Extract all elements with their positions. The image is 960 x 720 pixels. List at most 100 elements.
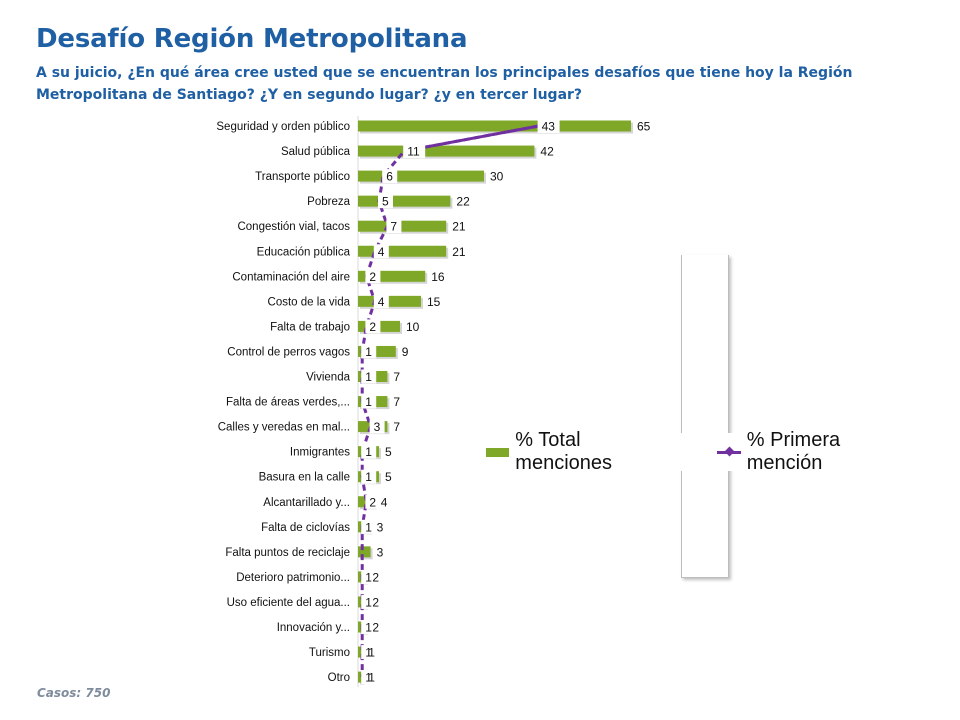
first-label-box [361, 569, 377, 584]
first-mention-label: 11 [407, 145, 420, 159]
category-label: Inmigrantes [290, 447, 350, 459]
category-label: Deterioro patrimonio... [236, 572, 350, 584]
chart-legend: % Total menciones % Primera mención [476, 429, 956, 474]
total-label: 5 [385, 445, 392, 459]
bar [358, 295, 421, 307]
total-label: 5 [385, 470, 392, 484]
total-label: 22 [456, 195, 470, 209]
category-label: Falta puntos de reciclaje [225, 547, 350, 559]
total-label: 16 [431, 270, 445, 284]
total-label: 3 [377, 520, 384, 534]
category-label: Congestión vial, tacos [237, 221, 350, 233]
first-mention-label: 43 [542, 120, 556, 134]
legend-bar-swatch [486, 447, 510, 457]
category-label: Innovación y... [277, 622, 350, 634]
first-label-box [361, 394, 377, 409]
series-line-primera [360, 124, 539, 678]
first-mention-label: 6 [386, 170, 393, 184]
bar [358, 145, 535, 157]
legend-line-swatch [717, 447, 742, 457]
series-line-segment [403, 124, 539, 153]
category-label: Falta de trabajo [270, 321, 350, 333]
legend-item-first: % Primera mención [717, 429, 904, 475]
first-label-box [365, 269, 381, 284]
first-label-box [373, 294, 389, 309]
total-label: 21 [452, 245, 466, 259]
category-label: Uso eficiente del agua... [227, 597, 350, 609]
first-label-box [369, 419, 385, 434]
total-label: 30 [490, 170, 504, 184]
bar [358, 120, 631, 132]
legend-label-first: % Primera mención [746, 429, 841, 474]
category-label: Basura en la calle [259, 472, 350, 484]
chart-subtitle: A su juicio, ¿En qué área cree usted que… [36, 65, 853, 103]
first-label-box [361, 620, 377, 634]
total-label: 7 [393, 420, 400, 434]
first-mention-label: 1 [365, 520, 372, 534]
first-label-box [361, 645, 377, 660]
legend-frame [681, 255, 729, 578]
first-label-box [365, 319, 381, 334]
bar [358, 646, 363, 658]
total-label: 7 [393, 370, 400, 384]
first-label-box [361, 344, 377, 359]
first-mention-label: 2 [369, 495, 376, 509]
category-label: Turismo [309, 647, 350, 659]
chart-title: Desafío Región Metropolitana [36, 24, 468, 54]
first-mention-label: 2 [369, 270, 376, 284]
legend-item-total: % Total menciones [476, 429, 665, 475]
bar [358, 270, 426, 282]
bar [358, 546, 371, 558]
first-label-box [361, 519, 377, 534]
total-label: 3 [377, 545, 384, 559]
first-mention-label: 4 [378, 295, 385, 309]
first-mention-label: 4 [378, 245, 385, 259]
first-mention-label: 1 [365, 345, 372, 359]
total-label: 9 [402, 345, 409, 359]
first-mention-label: 1 [365, 570, 372, 584]
first-mention-label: 1 [365, 595, 372, 609]
first-mention-label: 1 [365, 445, 372, 459]
bar [358, 195, 451, 207]
category-label: Vivienda [306, 372, 351, 384]
category-label: Transporte público [255, 171, 350, 183]
first-mention-label: 3 [374, 420, 381, 434]
category-label: Pobreza [307, 196, 350, 208]
category-label: Alcantarillado y... [263, 497, 350, 509]
cases-note: Casos: 750 [37, 686, 111, 700]
first-label-box [361, 444, 377, 459]
total-label: 65 [637, 120, 651, 134]
first-mention-label: 5 [382, 195, 389, 209]
total-label: 4 [381, 495, 388, 509]
first-mention-label: 1 [365, 370, 372, 384]
bar [358, 245, 447, 257]
first-label-box [382, 169, 398, 184]
category-label: Seguridad y orden público [216, 121, 350, 133]
total-label: 1 [368, 646, 375, 660]
category-label: Educación pública [257, 246, 351, 258]
bar [358, 671, 363, 683]
category-label: Falta de áreas verdes,... [226, 397, 350, 409]
bar [358, 170, 484, 182]
first-label-box [403, 144, 426, 159]
category-label: Falta de ciclovías [261, 522, 350, 534]
first-mention-label: 1 [365, 621, 372, 635]
total-label: 2 [372, 570, 379, 584]
first-mention-label: 2 [369, 320, 376, 334]
total-label: 15 [427, 295, 441, 309]
first-label-box [378, 194, 393, 209]
bar [358, 220, 447, 232]
total-label: 7 [393, 395, 400, 409]
category-label: Control de perros vagos [227, 346, 350, 358]
legend-label-total: % Total menciones [515, 429, 613, 474]
bar [358, 345, 396, 357]
first-mention-label: 1 [365, 470, 372, 484]
category-label: Salud pública [281, 146, 351, 158]
total-label: 1 [368, 671, 375, 685]
total-label: 2 [372, 621, 379, 635]
total-label: 42 [540, 145, 554, 159]
first-label-box [361, 469, 377, 484]
first-mention-label: 7 [390, 220, 397, 234]
total-label: 10 [406, 320, 420, 334]
